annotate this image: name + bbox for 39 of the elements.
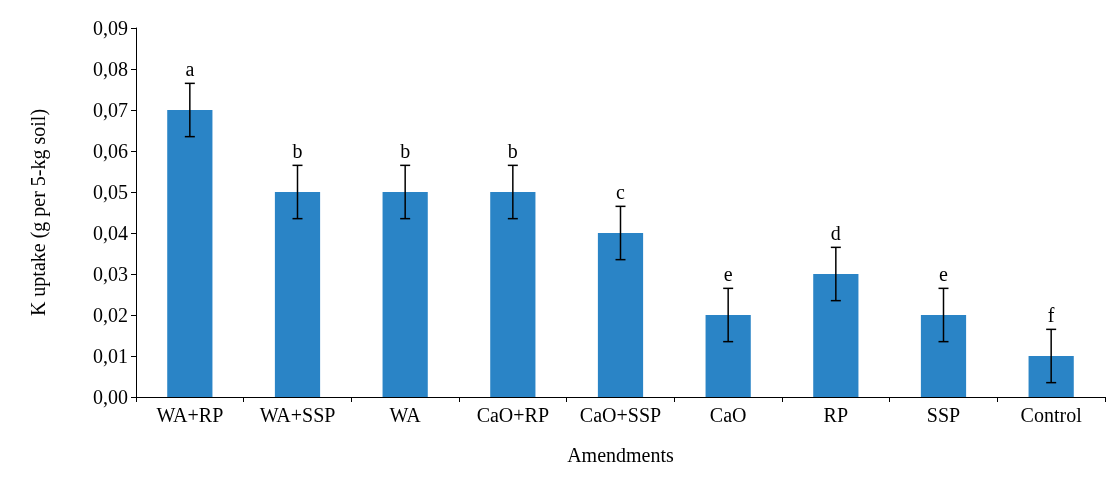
bar <box>705 315 751 397</box>
bar <box>167 110 213 397</box>
y-axis-title: K uptake (g per 5-kg soil) <box>27 108 50 317</box>
annotation: d <box>830 222 841 245</box>
annotation: a <box>185 58 195 81</box>
y-tick-label: 0,05 <box>93 181 128 203</box>
bar <box>1028 356 1074 397</box>
annotation: e <box>939 263 949 286</box>
x-tick-label: RP <box>823 404 849 426</box>
y-tick-label: 0,03 <box>93 263 128 285</box>
y-tick-label: 0,00 <box>93 386 128 408</box>
bar <box>490 192 536 397</box>
y-tick-label: 0,09 <box>93 17 128 39</box>
x-tick-label: WA+RP <box>156 404 224 426</box>
bar <box>382 192 428 397</box>
x-tick-label: WA <box>389 404 422 426</box>
annotation: b <box>400 140 411 163</box>
y-tick-label: 0,07 <box>93 99 128 121</box>
y-tick-label: 0,06 <box>93 140 128 162</box>
x-tick-label: CaO+SSP <box>579 404 662 426</box>
x-tick-label: CaO <box>709 404 747 426</box>
annotation: f <box>1047 304 1055 327</box>
annotation: b <box>507 140 518 163</box>
annotation: c <box>616 181 626 204</box>
y-tick-label: 0,04 <box>93 222 128 244</box>
bar <box>813 274 859 397</box>
bar <box>274 192 321 397</box>
x-tick-label: SSP <box>926 404 961 426</box>
x-tick-label: CaO+RP <box>476 404 550 426</box>
y-tick-label: 0,08 <box>93 58 128 80</box>
annotation: b <box>292 140 303 163</box>
bar <box>920 315 967 397</box>
x-tick-label: WA+SSP <box>259 404 336 426</box>
y-tick-label: 0,01 <box>93 345 128 367</box>
x-axis-title: Amendments <box>567 444 675 466</box>
x-tick-label: Control <box>1020 404 1083 426</box>
bar <box>597 233 644 397</box>
y-tick-label: 0,02 <box>93 304 128 326</box>
annotation: e <box>723 263 733 286</box>
